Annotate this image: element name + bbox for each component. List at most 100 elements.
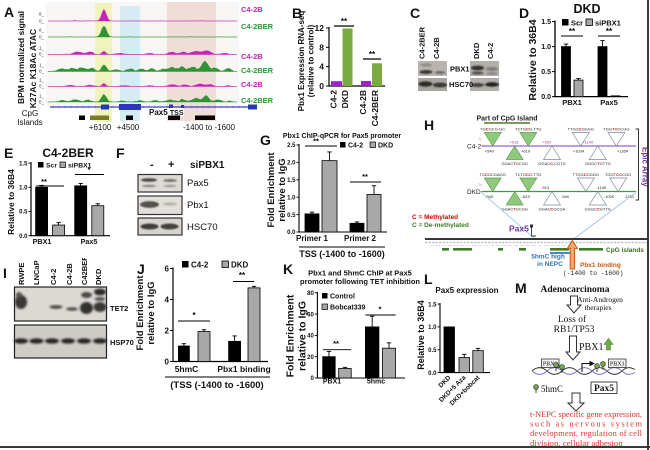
svg-text:C = Methylated: C = Methylated — [412, 214, 458, 221]
svg-text:such as nervous system: such as nervous system — [530, 420, 642, 429]
svg-text:+4500: +4500 — [117, 123, 140, 132]
svg-text:PBX1: PBX1 — [579, 342, 603, 353]
svg-text:(-1400 to -1600): (-1400 to -1600) — [563, 270, 623, 277]
svg-text:C4-2B: C4-2B — [241, 52, 263, 61]
svg-text:Pax5: Pax5 — [81, 237, 98, 246]
svg-text:0: 0 — [319, 81, 324, 91]
svg-text:Pax5: Pax5 — [509, 224, 529, 234]
svg-text:PBX1: PBX1 — [450, 65, 470, 74]
svg-text:6: 6 — [165, 264, 170, 273]
svg-text:8_: 8_ — [39, 12, 45, 17]
svg-text:**: ** — [41, 177, 47, 186]
svg-text:Bobcat339: Bobcat339 — [330, 305, 366, 312]
svg-text:+619: +619 — [521, 149, 531, 154]
svg-text:GGACTGCGG: GGACTGCGG — [501, 207, 527, 212]
svg-text:Primer 2: Primer 2 — [344, 234, 377, 243]
svg-text:**: ** — [362, 172, 368, 181]
svg-text:TTGGCGGGG: TTGGCGGGG — [573, 172, 599, 177]
svg-text:80: 80 — [307, 291, 314, 297]
svg-text:relative to IgG: relative to IgG — [297, 301, 309, 371]
svg-text:HSC70: HSC70 — [187, 222, 218, 233]
svg-text:DKD: DKD — [340, 90, 350, 108]
svg-text:Scr: Scr — [571, 19, 583, 28]
svg-text:C4-2BER: C4-2BER — [241, 22, 274, 31]
svg-text:-1351: -1351 — [624, 194, 635, 199]
svg-text:+1034: +1034 — [573, 149, 585, 154]
svg-text:1_: 1_ — [39, 46, 45, 51]
svg-text:C4-2: C4-2 — [467, 144, 481, 151]
svg-text:in NEPC: in NEPC — [537, 261, 563, 268]
svg-text:0: 0 — [165, 357, 170, 366]
svg-text:Pbx1 binding: Pbx1 binding — [580, 262, 621, 269]
svg-text:C4-2B: C4-2B — [65, 263, 74, 285]
svg-text:5hmC: 5hmC — [541, 384, 563, 394]
svg-text:1_: 1_ — [39, 94, 45, 99]
svg-text:0.5: 0.5 — [428, 348, 437, 354]
svg-text:TTGGCGGGG: TTGGCGGGG — [568, 127, 594, 132]
svg-text:1.0: 1.0 — [19, 186, 28, 192]
svg-text:Fold Enrichment: Fold Enrichment — [135, 275, 146, 351]
svg-text:40: 40 — [307, 334, 314, 340]
svg-text:Pax5: Pax5 — [600, 98, 618, 107]
svg-text:0_: 0_ — [39, 84, 45, 89]
svg-text:1.0: 1.0 — [287, 195, 296, 201]
svg-text:8_: 8_ — [39, 28, 45, 33]
svg-text:5hmC high: 5hmC high — [531, 254, 565, 261]
svg-text:TCTGCG-TTG: TCTGCG-TTG — [515, 172, 541, 177]
svg-text:Pax5: Pax5 — [594, 384, 614, 394]
svg-text:**: ** — [313, 137, 319, 146]
svg-text:siPBX1: siPBX1 — [68, 163, 92, 170]
svg-text:2: 2 — [165, 326, 170, 335]
svg-text:Pbx1 Expression RNA-seq: Pbx1 Expression RNA-seq — [297, 11, 306, 112]
svg-text:+6100: +6100 — [89, 123, 112, 132]
svg-text:HSC70: HSC70 — [449, 80, 473, 89]
svg-text:GGGCCGTTG: GGGCCGTTG — [585, 207, 611, 212]
svg-text:DKD: DKD — [573, 2, 600, 16]
svg-text:-540: -540 — [485, 194, 494, 199]
svg-text:**: ** — [341, 17, 348, 26]
svg-text:5hmc: 5hmc — [367, 379, 385, 386]
svg-text:promoter following TET inhibit: promoter following TET inhibition — [300, 277, 420, 286]
svg-text:TGCGCGAGG: TGCGCGAGG — [479, 172, 505, 177]
svg-text:C4-2: C4-2 — [348, 143, 363, 150]
svg-text:8: 8 — [319, 42, 324, 52]
svg-text:Relative to 36B4: Relative to 36B4 — [527, 19, 539, 100]
svg-text:0.5: 0.5 — [19, 210, 28, 216]
svg-text:C4-2BER: C4-2BER — [42, 146, 94, 160]
svg-text:+1354: +1354 — [617, 149, 629, 154]
svg-text:-913: -913 — [541, 185, 550, 190]
svg-text:C4-2BER: C4-2BER — [370, 90, 380, 126]
svg-text:HSP70: HSP70 — [110, 338, 134, 347]
svg-text:development, regulation of cel: development, regulation of cell — [530, 429, 643, 438]
svg-text:LNCaP: LNCaP — [32, 260, 41, 285]
svg-text:C4-2BER: C4-2BER — [241, 66, 274, 75]
svg-text:C4-2BER: C4-2BER — [418, 26, 427, 59]
svg-text:TSS (-1400 to -1600): TSS (-1400 to -1600) — [299, 249, 385, 259]
svg-text:Pax5 TSS: Pax5 TSS — [149, 108, 184, 117]
svg-text:GGACCGCGA: GGACCGCGA — [539, 207, 566, 212]
svg-text:Adenocarcinoma: Adenocarcinoma — [541, 285, 610, 295]
svg-text:C4-2: C4-2 — [486, 43, 495, 59]
svg-text:1_: 1_ — [39, 78, 45, 83]
svg-text:+1149: +1149 — [582, 140, 594, 145]
svg-text:Pax5 expression: Pax5 expression — [435, 286, 498, 295]
svg-text:TGGTCGCGG: TGGTCGCGG — [605, 172, 631, 177]
svg-text:C4-2BER: C4-2BER — [241, 96, 274, 105]
svg-text:C4-2B: C4-2B — [241, 5, 263, 14]
svg-text:1.5: 1.5 — [287, 178, 296, 184]
svg-text:C4-2: C4-2 — [329, 90, 339, 109]
svg-text:-1400 to -1600: -1400 to -1600 — [183, 123, 236, 132]
svg-text:CpG islands: CpG islands — [606, 247, 644, 254]
svg-text:**: ** — [606, 27, 613, 36]
svg-text:TET2: TET2 — [110, 304, 128, 313]
svg-text:0_: 0_ — [39, 35, 45, 40]
svg-text:ATAC: ATAC — [28, 29, 38, 51]
svg-text:20: 20 — [307, 355, 314, 361]
svg-text:relative to IgG: relative to IgG — [277, 158, 288, 221]
svg-text:0.0: 0.0 — [428, 371, 437, 377]
svg-text:0_: 0_ — [39, 69, 45, 74]
svg-text:Primer 1: Primer 1 — [296, 234, 329, 243]
svg-text:-940: -940 — [561, 194, 570, 199]
svg-text:Loss of: Loss of — [558, 314, 587, 325]
svg-text:0: 0 — [310, 376, 314, 382]
